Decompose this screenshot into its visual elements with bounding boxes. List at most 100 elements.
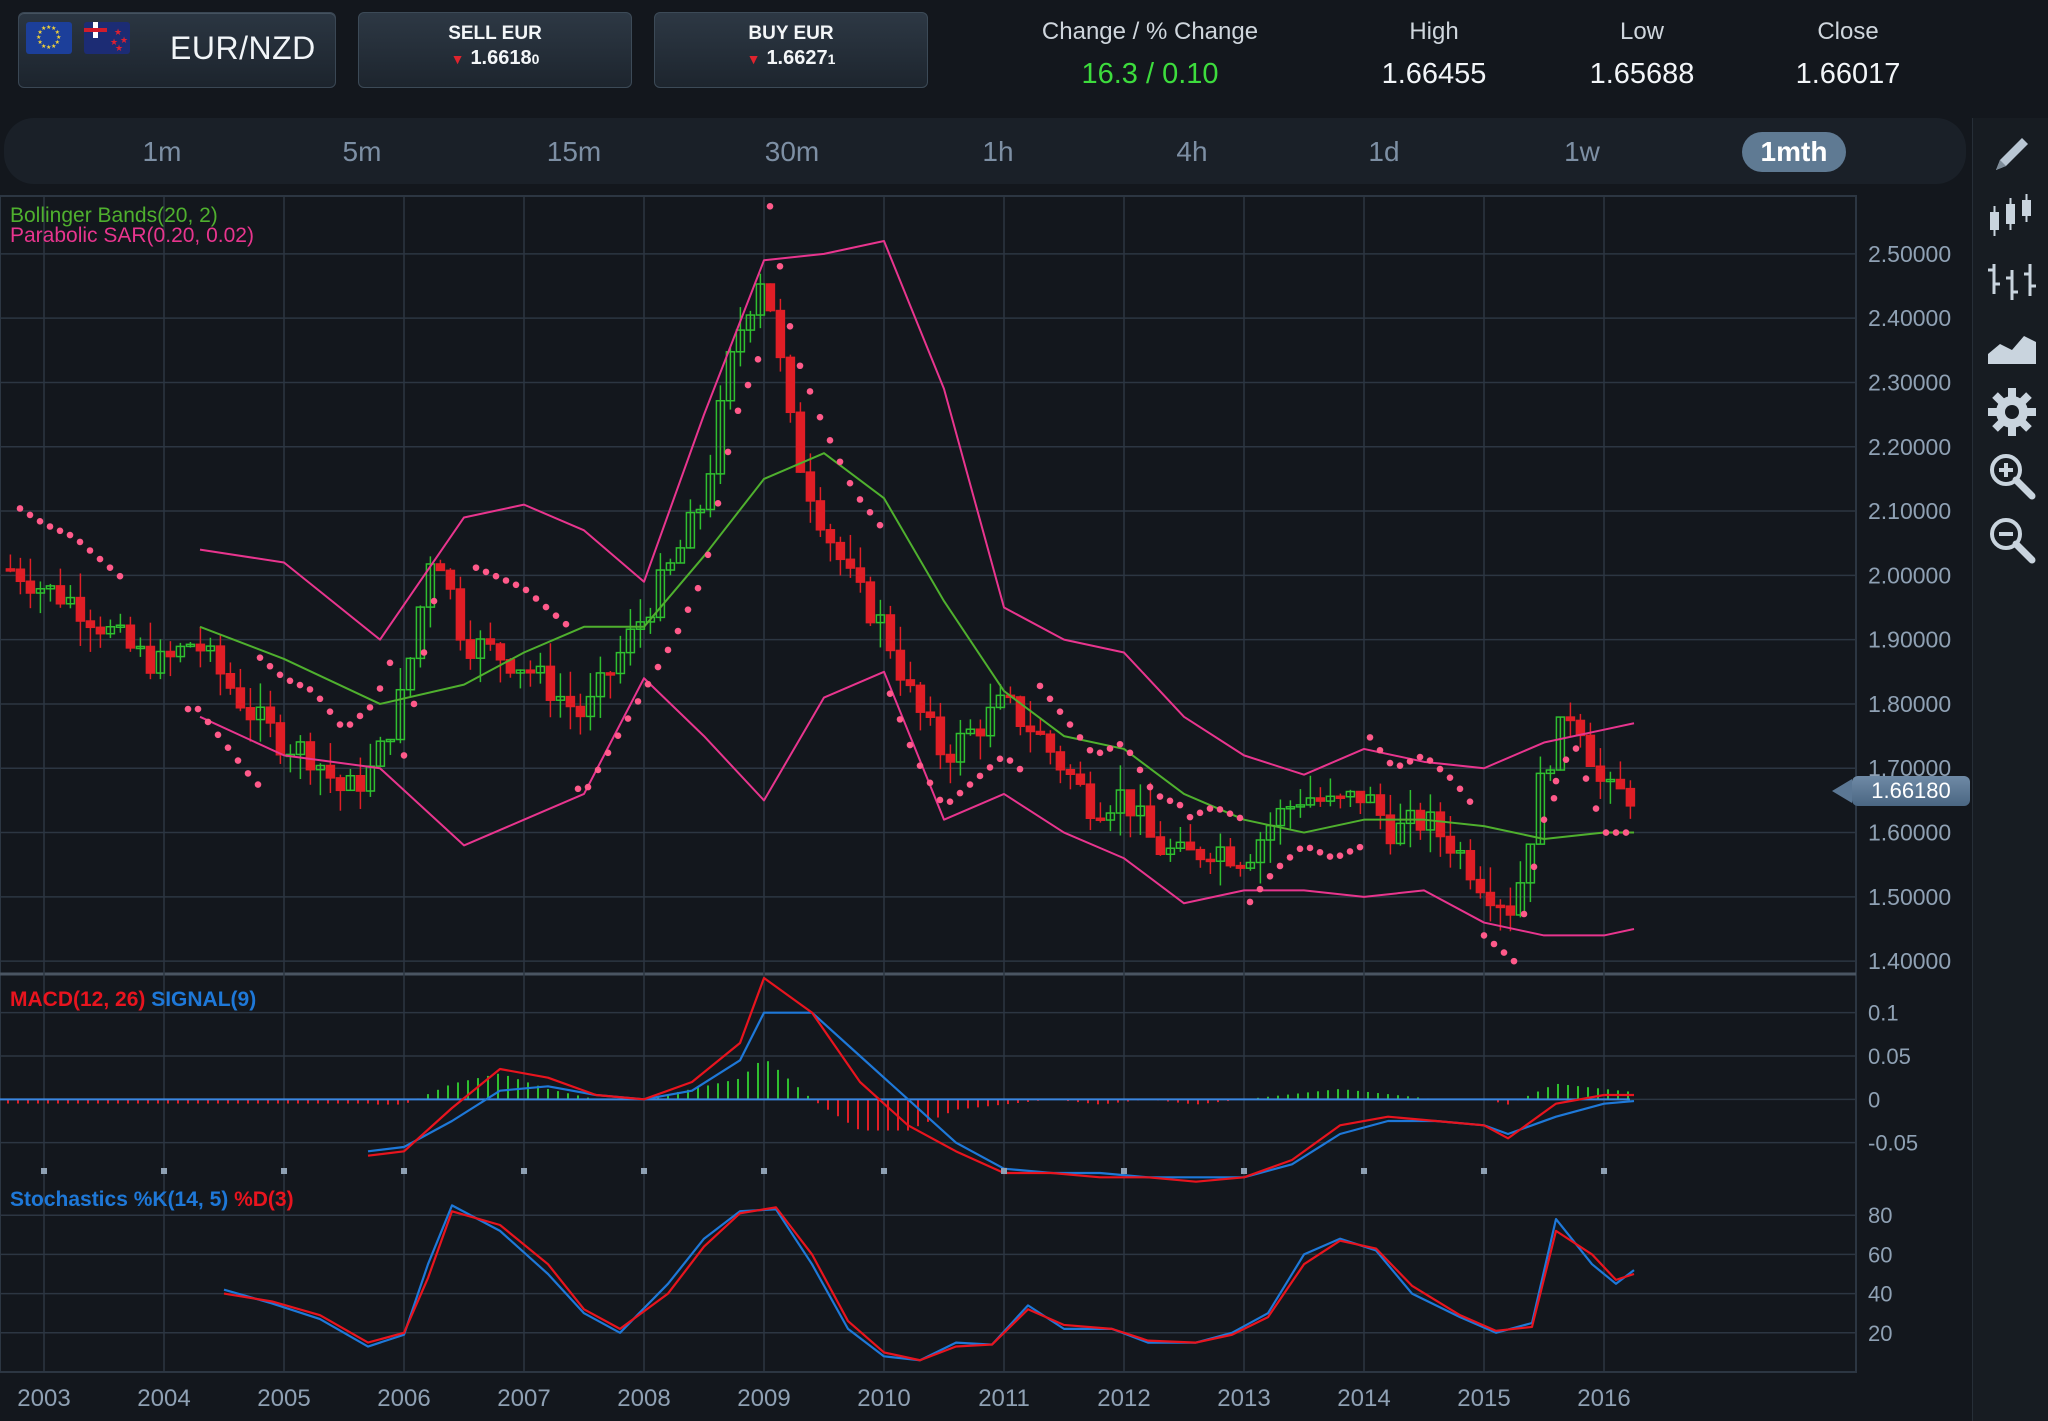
sar-dot <box>866 509 874 516</box>
candle-body <box>545 665 556 701</box>
year-tick-label: 2012 <box>1097 1385 1150 1412</box>
sar-dot <box>664 646 672 654</box>
year-tick-label: 2016 <box>1577 1385 1630 1412</box>
candle-body <box>705 473 716 511</box>
zoom-in-icon[interactable] <box>1984 448 2040 504</box>
candle-body <box>1515 882 1526 916</box>
candle-body <box>1225 846 1236 867</box>
sar-dot <box>1572 745 1580 752</box>
candle-body <box>815 500 826 531</box>
sar-dot <box>224 744 232 751</box>
buy-button[interactable]: BUY EUR ▼ 1.66271 <box>654 12 928 88</box>
candle-body <box>395 688 406 741</box>
sar-dot <box>1550 794 1558 802</box>
candle-body <box>845 558 856 569</box>
candle-body <box>525 669 536 674</box>
year-tick-label: 2013 <box>1217 1385 1270 1412</box>
sar-dot <box>1356 843 1364 851</box>
candle-body <box>1545 769 1556 775</box>
tab-1d[interactable]: 1d <box>1368 136 1400 167</box>
year-tick-label: 2014 <box>1337 1385 1390 1412</box>
sar-dot <box>614 732 622 739</box>
sar-dot <box>634 698 642 705</box>
candle-body <box>1385 814 1396 845</box>
panel-marker <box>1601 1168 1607 1174</box>
candle-body <box>1045 733 1056 753</box>
change-value: 16.3 / 0.10 <box>1081 58 1219 90</box>
price-chart[interactable]: 2003 2004 2005 2006 2007 2008 2009 2010 2011 2012… <box>0 190 1970 1421</box>
price-tick-label: 2.20000 <box>1868 434 1951 460</box>
sar-dot <box>316 695 324 703</box>
tab-30m[interactable]: 30m <box>764 136 820 167</box>
candle-body <box>1525 843 1536 884</box>
sell-price: 1.6618 <box>470 47 532 69</box>
candle-body <box>1305 797 1316 806</box>
sar-dot <box>184 705 192 713</box>
sar-dot <box>674 627 682 635</box>
sar-dot <box>816 413 824 421</box>
sar-dot <box>806 388 814 395</box>
candle-body <box>1105 812 1116 821</box>
timeframe-bar <box>4 118 1966 184</box>
sar-dot <box>306 686 314 693</box>
candle-body <box>955 732 966 763</box>
candle-body <box>1285 806 1296 810</box>
zoom-out-icon[interactable] <box>1984 512 2040 568</box>
buy-price: 1.6627 <box>766 47 828 69</box>
candle-body <box>1335 795 1346 800</box>
candle-body <box>1015 696 1026 727</box>
candle-body <box>1085 783 1096 820</box>
candle-body <box>575 705 586 718</box>
bollinger-lower-line <box>199 670 1635 937</box>
sar-dot <box>574 785 582 793</box>
tab-5m[interactable]: 5m <box>342 136 382 167</box>
sar-dot <box>1066 721 1074 728</box>
stoch-k-legend: Stochastics %K(14, 5) <box>10 1188 229 1211</box>
candle-body <box>275 722 286 756</box>
sar-dot <box>1226 810 1234 817</box>
tab-4h[interactable]: 4h <box>1176 136 1208 167</box>
pencil-icon[interactable] <box>1984 126 2040 182</box>
sar-dot <box>1446 774 1454 781</box>
sar-dot <box>1216 806 1224 813</box>
sar-dot <box>420 649 428 656</box>
candle-body <box>325 764 336 779</box>
stoch-d-legend: %D(3) <box>234 1188 294 1211</box>
candle-body <box>5 568 16 572</box>
tab-15m[interactable]: 15m <box>546 136 602 167</box>
candle-body <box>45 585 56 590</box>
panel-marker <box>881 1168 887 1174</box>
candle-body <box>1165 847 1176 856</box>
sar-dot <box>796 362 804 370</box>
sar-dot <box>836 458 844 466</box>
tab-1w[interactable]: 1w <box>1564 136 1600 167</box>
low-label: Low <box>1619 18 1665 45</box>
tab-1m[interactable]: 1m <box>142 136 182 167</box>
sar-dot <box>876 521 884 529</box>
change-label: Change / % Change <box>1041 18 1259 45</box>
sar-dot <box>1406 758 1414 765</box>
candle-body <box>475 638 486 659</box>
candle-body <box>805 471 816 502</box>
area-chart-icon[interactable] <box>1984 318 2040 374</box>
candle-body <box>1615 778 1626 790</box>
sar-dot <box>604 749 612 757</box>
sar-dot <box>400 752 408 759</box>
price-tick-label: 2.50000 <box>1868 241 1951 267</box>
candle-body <box>1205 858 1216 863</box>
sar-dot <box>1076 734 1084 741</box>
panel-marker <box>41 1168 47 1174</box>
sell-button[interactable]: SELL EUR ▼ 1.66180 <box>358 12 632 88</box>
sar-dot <box>624 715 632 722</box>
sar-dot <box>1346 848 1354 855</box>
ohlc-bars-icon[interactable] <box>1984 254 2040 310</box>
candlestick-icon[interactable] <box>1984 190 2040 246</box>
stoch-d-line <box>223 1206 1635 1362</box>
sar-dot <box>684 606 692 613</box>
candle-body <box>425 563 436 608</box>
gear-icon[interactable] <box>1984 384 2040 440</box>
candle-body <box>145 645 156 674</box>
tab-1h[interactable]: 1h <box>982 136 1014 167</box>
sar-dot <box>46 523 54 530</box>
tab-1mth[interactable]: 1mth <box>1742 132 1846 172</box>
